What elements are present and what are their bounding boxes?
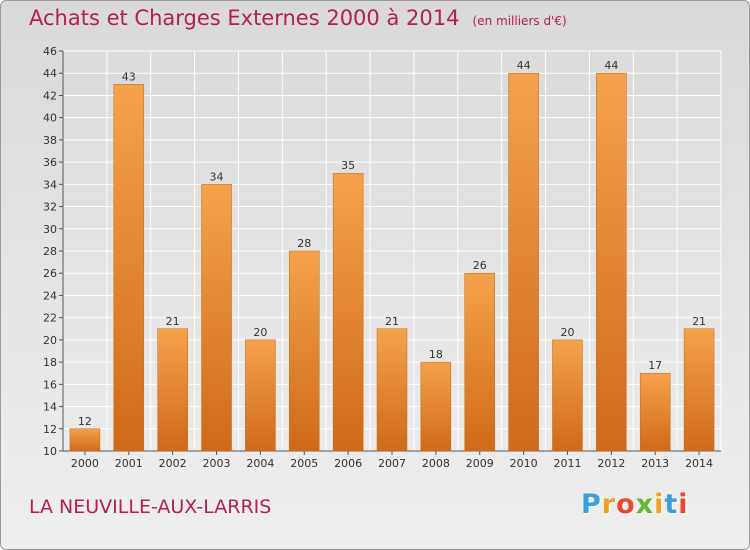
y-tick-label: 32 xyxy=(43,201,57,214)
bars xyxy=(69,72,715,452)
y-tick-label: 38 xyxy=(43,134,57,147)
chart-subtitle: (en milliers d'€) xyxy=(472,14,567,28)
x-tick-label: 2014 xyxy=(685,457,713,470)
data-label: 44 xyxy=(517,59,531,72)
x-tick-label: 2002 xyxy=(159,457,187,470)
x-tick-label: 2005 xyxy=(290,457,318,470)
chart-title: Achats et Charges Externes 2000 à 2014 xyxy=(29,6,460,30)
x-tick-label: 2001 xyxy=(115,457,143,470)
bar xyxy=(639,372,671,452)
title-area: Achats et Charges Externes 2000 à 2014 (… xyxy=(29,6,567,30)
bar xyxy=(683,328,715,452)
bar xyxy=(245,339,276,452)
bar xyxy=(596,72,627,452)
data-label: 18 xyxy=(429,348,443,361)
y-tick-label: 44 xyxy=(43,67,57,80)
y-tick-label: 34 xyxy=(43,178,57,191)
x-tick-label: 2011 xyxy=(553,457,581,470)
bar xyxy=(332,172,364,452)
data-label: 35 xyxy=(341,159,355,172)
y-tick-label: 24 xyxy=(43,289,57,302)
data-label: 20 xyxy=(253,326,267,339)
bar xyxy=(376,328,408,452)
bar xyxy=(420,361,452,452)
proxiti-logo: Proxiti xyxy=(581,489,689,520)
data-label: 43 xyxy=(122,70,136,83)
x-tick-label: 2004 xyxy=(246,457,274,470)
y-tick-label: 42 xyxy=(43,89,57,102)
x-tick-label: 2013 xyxy=(641,457,669,470)
data-label: 28 xyxy=(297,237,311,250)
logo-letter: t xyxy=(664,489,679,520)
bar xyxy=(69,428,101,452)
y-tick-label: 16 xyxy=(43,378,57,391)
data-label: 20 xyxy=(560,326,574,339)
bar xyxy=(289,250,320,452)
x-tick-label: 2010 xyxy=(510,457,538,470)
y-tick-label: 10 xyxy=(43,445,57,458)
x-tick-label: 2003 xyxy=(203,457,231,470)
y-tick-label: 22 xyxy=(43,312,57,325)
data-labels: 12 43 21 34 20 28 35 21 18 26 44 20 44 17 21 xyxy=(78,59,706,428)
y-tick-label: 18 xyxy=(43,356,57,369)
bar xyxy=(508,72,539,452)
y-tick-label: 28 xyxy=(43,245,57,258)
data-label: 26 xyxy=(473,259,487,272)
y-tick-label: 40 xyxy=(43,112,57,125)
x-tick-label: 2012 xyxy=(597,457,625,470)
x-tick-label: 2000 xyxy=(71,457,99,470)
y-tick-label: 12 xyxy=(43,423,57,436)
data-label: 12 xyxy=(78,415,92,428)
y-tick-label: 36 xyxy=(43,156,57,169)
logo-letter: x xyxy=(635,489,655,520)
logo-letter: r xyxy=(601,489,617,520)
logo-letter: i xyxy=(654,489,665,520)
bar xyxy=(201,184,232,452)
logo-letter: P xyxy=(581,489,602,520)
y-tick-label: 30 xyxy=(43,223,57,236)
bar xyxy=(464,272,495,452)
y-tick-label: 14 xyxy=(43,401,57,414)
x-tick-label: 2009 xyxy=(466,457,494,470)
x-tick-label: 2006 xyxy=(334,457,362,470)
x-tick-label: 2007 xyxy=(378,457,406,470)
logo-letter: i xyxy=(678,489,689,520)
x-tick-label: 2008 xyxy=(422,457,450,470)
y-tick-label: 46 xyxy=(43,45,57,58)
logo-letter: o xyxy=(616,489,636,520)
data-label: 34 xyxy=(210,170,224,183)
bar xyxy=(552,339,583,452)
data-label: 17 xyxy=(648,359,662,372)
data-label: 21 xyxy=(166,315,180,328)
bar xyxy=(113,84,145,452)
data-label: 44 xyxy=(604,59,618,72)
bar xyxy=(157,328,188,452)
y-tick-label: 20 xyxy=(43,334,57,347)
commune-name: LA NEUVILLE-AUX-LARRIS xyxy=(29,496,272,518)
data-label: 21 xyxy=(692,315,706,328)
y-tick-label: 26 xyxy=(43,267,57,280)
data-label: 21 xyxy=(385,315,399,328)
